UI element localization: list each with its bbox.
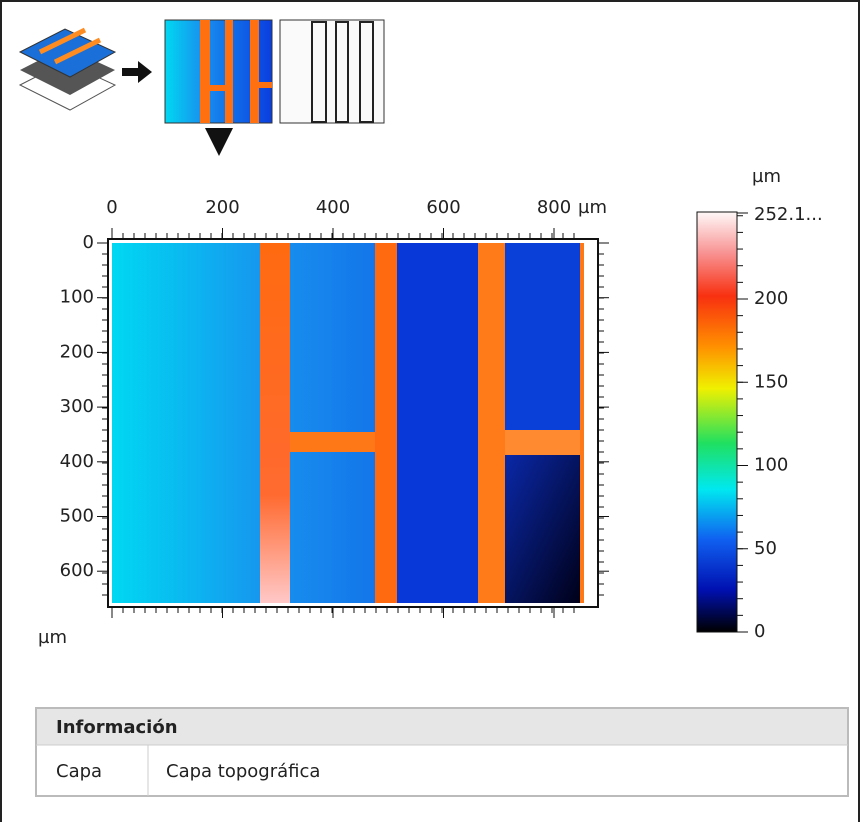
colorbar-tick-label: 0 <box>754 621 765 642</box>
y-tick-label: 300 <box>60 396 94 417</box>
x-unit: µm <box>578 197 607 218</box>
colorbar-tick-label: 200 <box>754 288 788 309</box>
arrow-icon <box>122 61 152 83</box>
x-tick-label: 400 <box>316 197 350 218</box>
x-tick-label: 800 <box>537 197 571 218</box>
y-tick-label: 200 <box>60 341 94 362</box>
y-tick-label: 100 <box>60 287 94 308</box>
cell: Capa topográfica <box>166 761 320 782</box>
page: Información Capa Capa topográfica 0 200 40… <box>0 0 860 822</box>
colorbar-unit: µm <box>752 166 781 187</box>
colorbar-tick-label: 100 <box>754 455 788 476</box>
info-table: Información Capa Capa topográfica <box>36 708 848 796</box>
y-unit: µm <box>38 627 67 648</box>
colorbar-tick-label: 150 <box>754 371 788 392</box>
thumbnail-height[interactable] <box>165 20 272 123</box>
thumbnail-edges[interactable] <box>280 20 384 123</box>
table-title: Información <box>56 717 178 738</box>
layers-icon <box>20 29 115 110</box>
colorbar-max: 252.1... <box>754 204 823 225</box>
x-tick-label: 600 <box>426 197 460 218</box>
y-tick-label: 0 <box>83 232 94 253</box>
colorbar-tick-label: 50 <box>754 538 777 559</box>
y-tick-label: 600 <box>60 560 94 581</box>
colorbar <box>697 212 737 632</box>
cell: Capa <box>56 761 102 782</box>
y-tick-label: 400 <box>60 451 94 472</box>
y-tick-label: 500 <box>60 506 94 527</box>
height-map <box>108 239 598 607</box>
x-tick-label: 200 <box>205 197 239 218</box>
x-tick-label: 0 <box>106 197 117 218</box>
selection-marker <box>205 128 233 156</box>
